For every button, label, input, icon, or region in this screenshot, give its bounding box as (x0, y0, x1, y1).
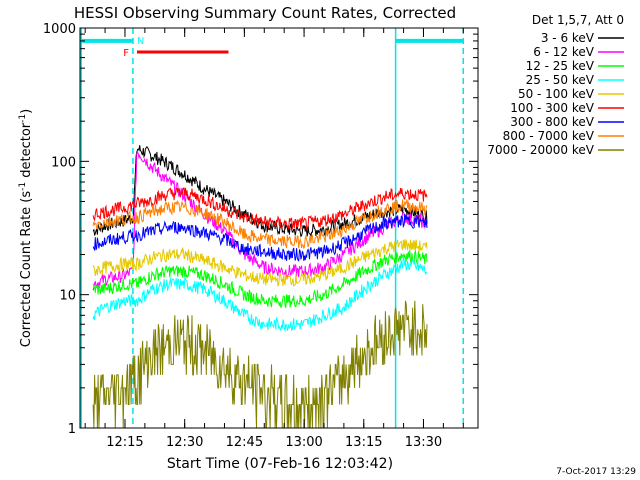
series-line-6 (92, 213, 428, 262)
x-tick-label: 12:15 (106, 435, 143, 450)
y-tick-label: 100 (51, 155, 76, 170)
saa-flag-label: N (137, 36, 144, 47)
plot-frame (79, 27, 479, 429)
legend-label: 12 - 25 keV (526, 59, 595, 73)
series-line-4 (92, 238, 428, 288)
legend-label: 300 - 800 keV (510, 115, 594, 129)
x-tick-label: 13:15 (345, 435, 382, 450)
series-line-7 (92, 199, 428, 250)
legend-label: 100 - 300 keV (510, 101, 594, 115)
legend-label: 800 - 7000 keV (503, 129, 595, 143)
legend-label: 50 - 100 keV (518, 87, 595, 101)
series-line-5 (92, 187, 428, 231)
series-line-0 (92, 145, 428, 238)
y-axis-label-sup1: -1 (18, 182, 28, 191)
y-tick-label: 10 (59, 289, 76, 304)
y-tick-label: 1000 (43, 22, 76, 37)
timestamp: 7-Oct-2017 13:29 (556, 467, 636, 477)
y-axis-label-end: ) (19, 109, 34, 114)
series-line-8 (92, 300, 428, 429)
chart-title: HESSI Observing Summary Count Rates, Cor… (74, 4, 456, 22)
x-axis-label: Start Time (07-Feb-16 12:03:42) (167, 456, 393, 472)
legend-title: Det 1,5,7, Att 0 (532, 13, 624, 27)
plot-area: FN 1 10 100 1000 12:15 12:30 12:45 13:00 13:15 13:… (43, 22, 479, 450)
series-line-2 (92, 249, 428, 309)
x-tick-label: 13:00 (285, 435, 322, 450)
legend-label: 7000 - 20000 keV (487, 143, 594, 157)
legend-label: 6 - 12 keV (533, 45, 595, 59)
x-tick-label: 12:45 (226, 435, 263, 450)
series-line-3 (92, 255, 428, 333)
legend-label: 3 - 6 keV (541, 31, 595, 45)
flare-flag-label: F (123, 48, 129, 59)
y-axis-label-sup2: -1 (18, 114, 28, 123)
y-axis-label-mid: detector (19, 122, 34, 182)
y-axis-label-main: Corrected Count Rate (s (19, 191, 34, 348)
y-axis-label: Corrected Count Rate (s-1 detector-1) (18, 109, 34, 347)
x-tick-label: 13:30 (405, 435, 442, 450)
y-tick-label: 1 (68, 422, 76, 437)
x-tick-label: 12:30 (166, 435, 203, 450)
legend-label: 25 - 50 keV (526, 73, 595, 87)
